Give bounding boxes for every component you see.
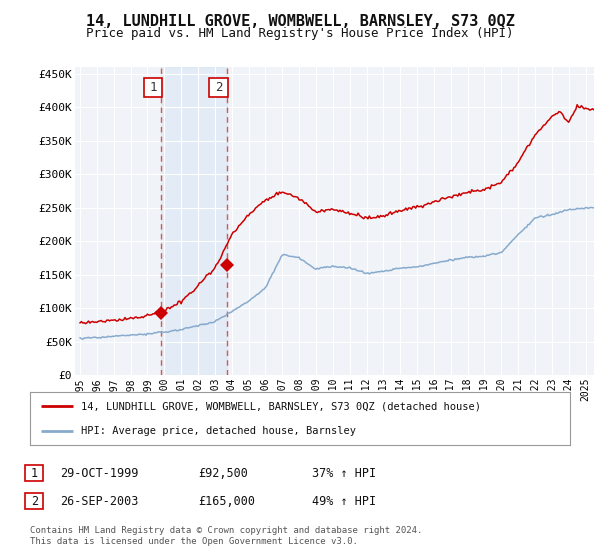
Text: £92,500: £92,500 <box>198 466 248 480</box>
Text: 14, LUNDHILL GROVE, WOMBWELL, BARNSLEY, S73 0QZ: 14, LUNDHILL GROVE, WOMBWELL, BARNSLEY, … <box>86 14 514 29</box>
Text: 1: 1 <box>149 81 157 94</box>
FancyBboxPatch shape <box>209 78 228 97</box>
Text: Contains HM Land Registry data © Crown copyright and database right 2024.
This d: Contains HM Land Registry data © Crown c… <box>30 526 422 546</box>
Text: 1: 1 <box>31 466 38 480</box>
Text: 14, LUNDHILL GROVE, WOMBWELL, BARNSLEY, S73 0QZ (detached house): 14, LUNDHILL GROVE, WOMBWELL, BARNSLEY, … <box>82 402 481 412</box>
Bar <box>161 67 227 375</box>
Text: HPI: Average price, detached house, Barnsley: HPI: Average price, detached house, Barn… <box>82 426 356 436</box>
Text: 29-OCT-1999: 29-OCT-1999 <box>60 466 139 480</box>
Text: £165,000: £165,000 <box>198 494 255 508</box>
Text: 37% ↑ HPI: 37% ↑ HPI <box>312 466 376 480</box>
Text: Price paid vs. HM Land Registry's House Price Index (HPI): Price paid vs. HM Land Registry's House … <box>86 27 514 40</box>
FancyBboxPatch shape <box>144 78 162 97</box>
Text: 49% ↑ HPI: 49% ↑ HPI <box>312 494 376 508</box>
Text: 2: 2 <box>31 494 38 508</box>
Text: 2: 2 <box>215 81 223 94</box>
Text: 26-SEP-2003: 26-SEP-2003 <box>60 494 139 508</box>
